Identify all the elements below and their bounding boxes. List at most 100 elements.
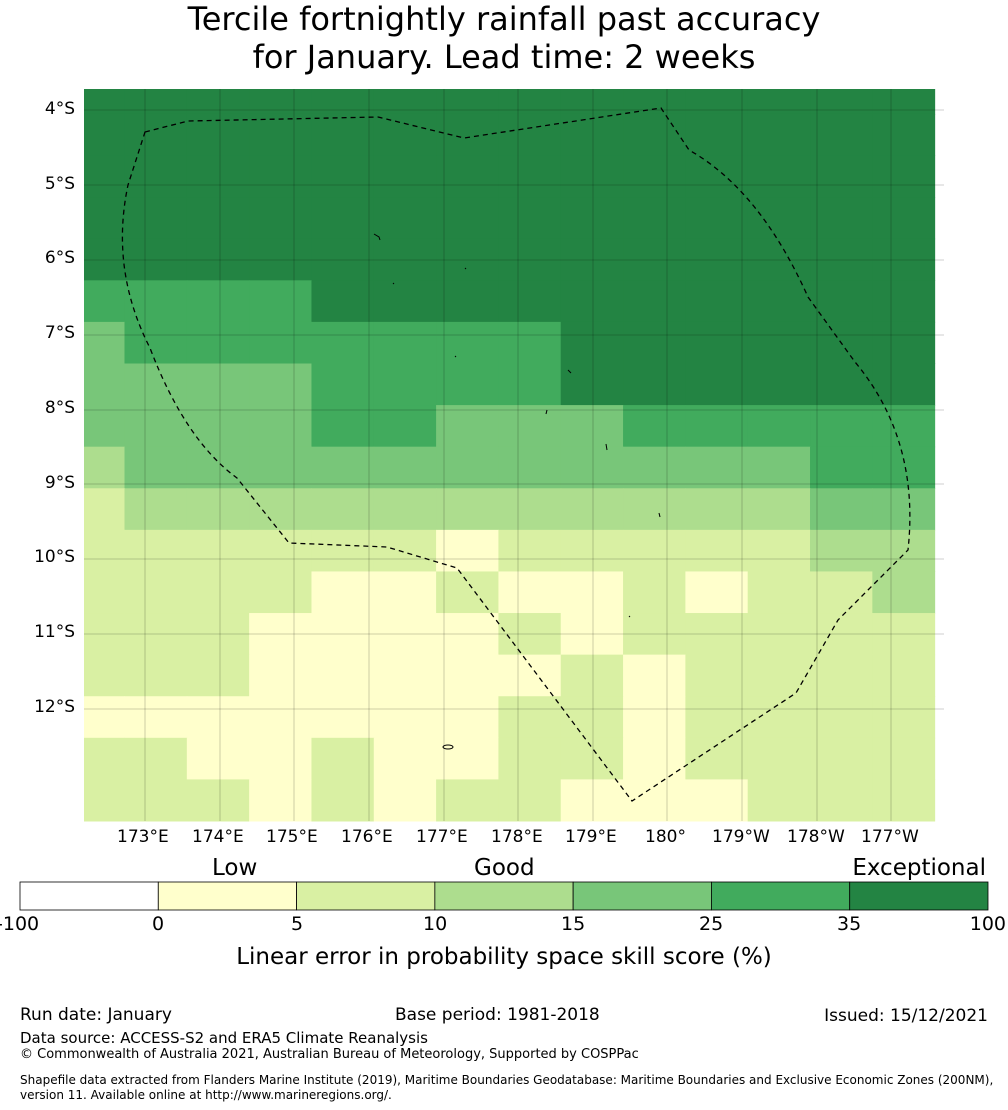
grid-cell xyxy=(124,280,188,323)
grid-cell xyxy=(560,613,624,656)
grid-cell xyxy=(186,280,250,323)
lon-label: 178°E xyxy=(491,827,543,847)
grid-cell xyxy=(311,363,375,406)
colorbar-bin xyxy=(434,881,574,911)
islands xyxy=(373,233,661,750)
grid-cell xyxy=(498,155,562,198)
colorbar-bin xyxy=(572,881,712,911)
grid-cell xyxy=(84,113,126,157)
grid-cell xyxy=(436,779,499,822)
colorbar-tick: 100 xyxy=(969,913,1006,935)
grid-cell xyxy=(747,363,811,406)
grid-cell xyxy=(186,155,250,198)
grid-cell xyxy=(623,446,686,489)
grid-cell xyxy=(373,280,437,323)
grid-cell xyxy=(623,613,686,656)
grid-cell xyxy=(436,529,499,572)
lon-label: 180° xyxy=(645,827,686,847)
grid-cell xyxy=(498,737,562,780)
colorbar-tick: 15 xyxy=(561,913,586,935)
grid-cell xyxy=(685,737,749,780)
grid-cell xyxy=(186,197,250,240)
grid-cell xyxy=(436,363,499,406)
grid-cell xyxy=(498,446,562,489)
grid-cell xyxy=(436,488,499,531)
grid-cell xyxy=(810,654,873,697)
lat-label: 5°S xyxy=(44,174,75,194)
grid-cell xyxy=(872,654,936,697)
grid-cell xyxy=(249,654,312,697)
grid-cell xyxy=(623,571,686,614)
grid-cell xyxy=(498,529,562,572)
grid-cell xyxy=(186,488,250,531)
grid-cell xyxy=(560,238,624,281)
grid-cell xyxy=(124,155,188,198)
grid-cell xyxy=(872,280,936,323)
lon-label: 173°E xyxy=(117,827,169,847)
grid-cell xyxy=(373,446,437,489)
grid-cell xyxy=(685,280,749,323)
grid-cell xyxy=(623,113,686,157)
grid-cell xyxy=(249,238,312,281)
grid-cell xyxy=(249,571,312,614)
grid-cell xyxy=(186,446,250,489)
grid-cell xyxy=(373,155,437,198)
grid-cell xyxy=(311,238,375,281)
grid-cell xyxy=(186,405,250,448)
island xyxy=(628,615,631,618)
grid-cell xyxy=(872,155,936,198)
grid-cell xyxy=(685,238,749,281)
grid-cell xyxy=(810,613,873,656)
grid-cell xyxy=(311,779,375,822)
grid-cell xyxy=(124,696,188,739)
grid-cell xyxy=(747,696,811,739)
grid-cell xyxy=(84,89,126,115)
grid-cell xyxy=(872,363,936,406)
lat-label: 8°S xyxy=(44,398,75,418)
lat-label: 6°S xyxy=(44,248,75,268)
grid-cell xyxy=(560,113,624,157)
colorbar-tick: 0 xyxy=(152,913,165,935)
grid-cell xyxy=(436,321,499,364)
grid-cell xyxy=(872,737,936,780)
grid-cell xyxy=(560,155,624,198)
grid-cell xyxy=(498,321,562,364)
grid-cell xyxy=(124,488,188,531)
grid-cell xyxy=(685,321,749,364)
island xyxy=(392,282,395,285)
grid-cell xyxy=(373,737,437,780)
grid-cell xyxy=(311,197,375,240)
grid-cell xyxy=(560,571,624,614)
grid-cell xyxy=(373,238,437,281)
grid-cell xyxy=(623,696,686,739)
grid-cell xyxy=(186,238,250,281)
grid-cell xyxy=(84,238,126,281)
grid-cell xyxy=(685,696,749,739)
grid-cell xyxy=(747,155,811,198)
category-good: Good xyxy=(474,855,535,881)
grid-cell xyxy=(84,613,126,656)
grid-cell xyxy=(810,696,873,739)
grid-cell xyxy=(186,363,250,406)
colorbar-bin xyxy=(296,881,436,911)
island xyxy=(567,369,572,374)
grid-cell xyxy=(249,737,312,780)
island xyxy=(442,744,454,750)
grid-cell xyxy=(436,197,499,240)
lon-label: 177°E xyxy=(416,827,468,847)
colorbar-bin xyxy=(711,881,851,911)
grid-cell xyxy=(311,696,375,739)
grid-cell xyxy=(436,405,499,448)
lat-label: 7°S xyxy=(44,323,75,343)
grid-cell xyxy=(373,654,437,697)
grid-cell xyxy=(249,363,312,406)
lon-label: 176°E xyxy=(341,827,393,847)
grid-cell xyxy=(560,696,624,739)
run-date: Run date: January xyxy=(20,1005,172,1025)
grid-cell xyxy=(249,613,312,656)
island xyxy=(605,443,608,451)
grid-cell xyxy=(685,529,749,572)
grid-cell xyxy=(810,488,873,531)
grid-cell xyxy=(872,238,936,281)
colorbar-bin xyxy=(157,881,297,911)
